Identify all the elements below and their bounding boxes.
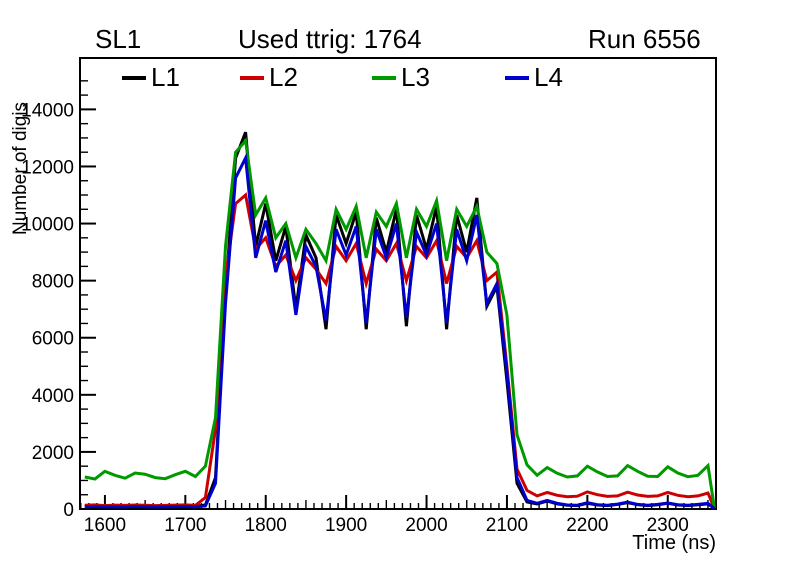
y-tick-label: 12000 <box>21 157 74 178</box>
x-axis-title: Time (ns) <box>632 532 716 554</box>
x-tick-label: 2300 <box>647 515 689 536</box>
page-title: Used ttrig: 1764 <box>238 24 422 54</box>
y-tick-label: 2000 <box>32 443 74 464</box>
legend-item-l2: L2 <box>240 62 298 93</box>
series-line-l3 <box>84 137 716 509</box>
legend-line-swatch-l2 <box>240 75 264 80</box>
legend-label-l3: L3 <box>401 62 430 92</box>
run-number-label: Run 6556 <box>588 24 701 54</box>
plot-frame <box>79 57 717 510</box>
x-tick-label: 2200 <box>566 515 608 536</box>
x-tick-label: 1900 <box>325 515 367 536</box>
y-tick-label: 8000 <box>32 272 74 293</box>
series-line-l4 <box>84 152 716 510</box>
x-tick-label: 2100 <box>486 515 528 536</box>
y-tick-label: 4000 <box>32 386 74 407</box>
x-tick-label: 1600 <box>84 515 126 536</box>
superlayer-label: SL1 <box>95 24 142 54</box>
x-tick-label: 1800 <box>245 515 287 536</box>
y-tick-label: 0 <box>63 500 74 521</box>
y-tick-label: 14000 <box>21 100 74 121</box>
series-line-l1 <box>84 131 716 510</box>
legend-line-swatch-l1 <box>122 75 146 80</box>
legend-label-l2: L2 <box>269 62 298 92</box>
x-tick-label: 2000 <box>405 515 447 536</box>
y-tick-label: 10000 <box>21 215 74 236</box>
y-tick-label: 6000 <box>32 329 74 350</box>
legend-item-l4: L4 <box>505 62 563 93</box>
legend-item-l3: L3 <box>372 62 430 93</box>
y-axis-title: Number of digis <box>10 102 31 235</box>
legend-item-l1: L1 <box>122 62 180 93</box>
x-tick-label: 1700 <box>164 515 206 536</box>
legend-line-swatch-l3 <box>372 75 396 80</box>
legend-label-l4: L4 <box>534 62 563 92</box>
legend-line-swatch-l4 <box>505 75 529 80</box>
legend-label-l1: L1 <box>151 62 180 92</box>
